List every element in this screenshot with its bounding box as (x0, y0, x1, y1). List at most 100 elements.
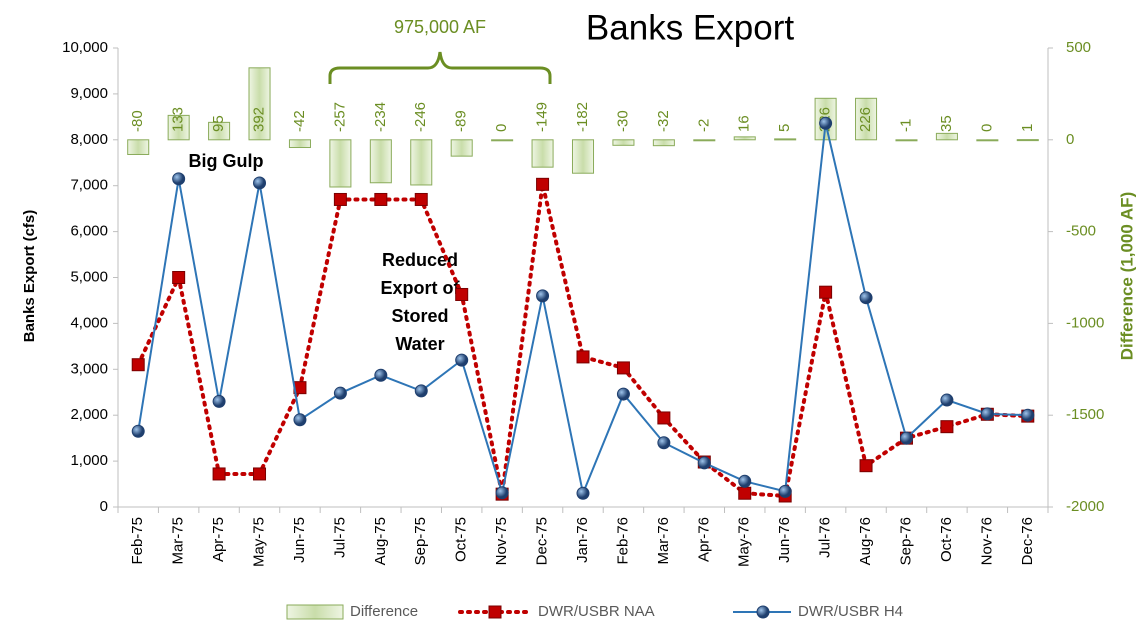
annotation: Big Gulp (189, 151, 264, 171)
bar (895, 139, 918, 142)
bar-label: 1 (1019, 124, 1036, 132)
marker (576, 350, 590, 364)
bar (855, 97, 878, 141)
x-tick-label: Feb-75 (129, 517, 146, 565)
x-tick-label: Aug-76 (857, 517, 874, 565)
legend-swatch (756, 605, 770, 619)
bar-label: -32 (655, 110, 672, 132)
y-tick-label: 10,000 (62, 39, 108, 56)
annotation: Water (395, 334, 444, 354)
bar (369, 139, 392, 184)
marker (899, 431, 913, 445)
marker (819, 116, 833, 130)
marker (657, 411, 671, 425)
line (136, 183, 1030, 499)
y2-tick-label: 500 (1066, 39, 1091, 56)
x-tick-label: Dec-75 (534, 517, 551, 565)
marker (333, 192, 347, 206)
legend-label: DWR/USBR NAA (538, 603, 655, 620)
bracket-label: 975,000 AF (394, 17, 486, 37)
bar (167, 114, 190, 141)
marker (131, 424, 145, 438)
marker (172, 271, 186, 284)
marker (738, 474, 752, 488)
y-tick-label: 6,000 (70, 223, 108, 240)
marker (859, 291, 873, 305)
bar (491, 139, 514, 142)
y-tick-label: 8,000 (70, 131, 108, 148)
bar (693, 139, 716, 142)
marker (616, 361, 630, 375)
x-tick-label: Jul-76 (817, 517, 834, 558)
legend-label: DWR/USBR H4 (798, 603, 903, 620)
legend-swatch (488, 605, 502, 619)
x-tick-label: Dec-76 (1019, 517, 1036, 565)
x-tick-label: May-75 (250, 517, 267, 567)
bar (774, 138, 797, 141)
y-tick-label: 4,000 (70, 314, 108, 331)
marker (657, 436, 671, 450)
x-tick-label: Feb-76 (614, 517, 631, 565)
bar-label: 35 (938, 115, 955, 132)
bar-label: 0 (493, 124, 510, 132)
annotation: Reduced (382, 250, 458, 270)
marker (940, 420, 954, 434)
bar (288, 139, 311, 149)
marker (1021, 408, 1035, 422)
bar (410, 139, 433, 186)
y-tick-label: 2,000 (70, 406, 108, 423)
x-tick-label: Apr-76 (695, 517, 712, 562)
bar (531, 139, 554, 168)
bar (1016, 139, 1039, 142)
y-axis-title: Banks Export (cfs) (21, 210, 38, 343)
y-tick-label: 3,000 (70, 360, 108, 377)
bar (208, 121, 231, 141)
marker (455, 353, 469, 367)
x-tick-label: Jul-75 (331, 517, 348, 558)
annotation: Export of (381, 278, 461, 298)
bar-label: -182 (574, 102, 591, 132)
y2-tick-label: -500 (1066, 223, 1096, 240)
x-tick-label: Jan-76 (574, 517, 591, 563)
bar (612, 139, 635, 146)
chart-title: Banks Export (586, 8, 794, 47)
marker (131, 358, 145, 372)
y-tick-label: 7,000 (70, 177, 108, 194)
bar (935, 132, 958, 141)
bar-label: 226 (857, 107, 874, 132)
y-tick-label: 5,000 (70, 268, 108, 285)
y2-tick-label: 0 (1066, 131, 1074, 148)
bar-label: -2 (695, 119, 712, 132)
marker (212, 467, 226, 481)
y-tick-label: 1,000 (70, 452, 108, 469)
y-tick-label: 9,000 (70, 85, 108, 102)
marker (495, 486, 509, 500)
bar-label: 0 (978, 124, 995, 132)
x-tick-label: Oct-76 (938, 517, 955, 562)
marker (253, 467, 267, 481)
y2-axis-title: Difference (1,000 AF) (1117, 192, 1136, 360)
bar (571, 139, 595, 174)
marker (536, 289, 550, 303)
marker (455, 287, 469, 301)
bar (127, 139, 150, 155)
x-tick-label: Apr-75 (210, 517, 227, 562)
bar (976, 139, 999, 142)
marker (414, 192, 428, 206)
x-tick-label: Oct-75 (453, 517, 470, 562)
legend-swatch (286, 604, 344, 620)
marker (172, 172, 186, 186)
marker (616, 387, 630, 401)
bar-label: -89 (453, 110, 470, 132)
marker (212, 394, 226, 408)
x-tick-label: Jun-75 (291, 517, 308, 563)
legend-label: Difference (350, 603, 418, 620)
marker (980, 407, 994, 421)
x-tick-label: Nov-75 (493, 517, 510, 565)
marker (253, 176, 267, 190)
marker (940, 393, 954, 407)
bar-label: -80 (129, 110, 146, 132)
y2-tick-label: -1000 (1066, 314, 1104, 331)
marker (293, 413, 307, 427)
